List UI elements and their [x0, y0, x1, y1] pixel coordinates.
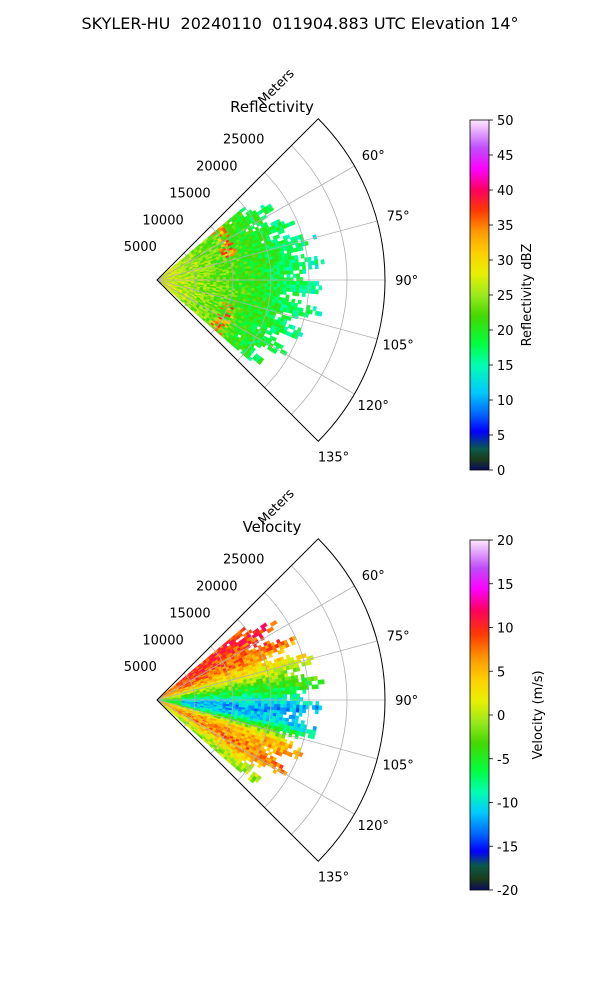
azimuth-spoke — [156, 699, 355, 815]
panel-reflectivity: 60° 75° 90° 105° 120° 135° 5000 10000 15000 20000… — [124, 66, 535, 479]
azimuth-spoke — [156, 699, 378, 760]
angular-tick-label: 120° — [358, 819, 389, 834]
radial-tick-label: 5000 — [124, 660, 157, 675]
data-field — [158, 203, 325, 365]
colorbar-label: Reflectivity dBZ — [520, 244, 535, 347]
radial-tick-label: 20000 — [196, 580, 237, 595]
radial-tick-label: 15000 — [169, 606, 210, 621]
colorbar-tick-label: 30 — [497, 254, 514, 269]
angular-tick-label: 60° — [362, 149, 385, 164]
colorbar-tick-label: -5 — [497, 753, 510, 768]
angular-tick-label: 75° — [387, 209, 410, 224]
radial-tick-label: 10000 — [142, 213, 183, 228]
colorbar-tick-label: 25 — [497, 289, 514, 304]
azimuth-spoke — [156, 640, 378, 701]
azimuth-spoke — [156, 220, 378, 281]
angular-tick-label: 75° — [387, 629, 410, 644]
angular-tick-label: 105° — [382, 339, 413, 354]
panel-title: Velocity — [243, 518, 302, 536]
colorbar-tick-label: 20 — [497, 534, 514, 549]
colorbar-tick-label: 5 — [497, 429, 505, 444]
radial-tick-label: 5000 — [124, 240, 157, 255]
colorbar-tick-label: 5 — [497, 665, 505, 680]
angular-tick-label: 90° — [395, 694, 418, 709]
radial-tick-label: 25000 — [223, 553, 264, 568]
colorbar-scale — [469, 119, 490, 471]
angular-tick-label: 60° — [362, 569, 385, 584]
angular-tick-label: 105° — [382, 759, 413, 774]
panel-velocity: 60° 75° 90° 105° 120° 135° 5000 10000 15000 20000… — [124, 486, 546, 899]
colorbar-tick-label: 10 — [497, 622, 514, 637]
angular-tick-label: 120° — [358, 399, 389, 414]
figure-title: SKYLER-HU 20240110 011904.883 UTC Elevat… — [81, 14, 519, 33]
colorbar-tick-label: -20 — [497, 884, 518, 899]
radial-tick-label: 10000 — [142, 633, 183, 648]
panel-title: Reflectivity — [230, 98, 314, 116]
colorbar-tick-label: -10 — [497, 797, 518, 812]
colorbar-tick-label: -15 — [497, 840, 518, 855]
sector-outline — [156, 118, 386, 442]
sector-outline — [156, 538, 386, 862]
colorbar-tick-label: 50 — [497, 114, 514, 129]
radial-tick-label: 25000 — [223, 133, 264, 148]
angular-tick-label: 135° — [318, 871, 349, 886]
colorbar-scale — [469, 539, 490, 891]
colorbar-tick-label: 20 — [497, 324, 514, 339]
azimuth-spoke — [156, 279, 355, 395]
azimuth-spoke — [156, 165, 355, 281]
angular-tick-label: 90° — [395, 274, 418, 289]
radial-tick-label: 15000 — [169, 186, 210, 201]
colorbar-tick-label: 35 — [497, 219, 514, 234]
colorbar-tick-label: 0 — [497, 709, 505, 724]
azimuth-spoke — [156, 585, 355, 701]
colorbar-tick-label: 0 — [497, 464, 505, 479]
radial-tick-label: 20000 — [196, 160, 237, 175]
colorbar-tick-label: 15 — [497, 578, 514, 593]
angular-tick-label: 135° — [318, 451, 349, 466]
colorbar-tick-label: 15 — [497, 359, 514, 374]
colorbar-tick-label: 40 — [497, 184, 514, 199]
colorbar-tick-label: 10 — [497, 394, 514, 409]
colorbar: -20 -15 -10 -5 0 5 10 15 20 Velocity (m/s) — [469, 534, 546, 899]
colorbar: 0 5 10 15 20 25 30 35 40 45 50 Reflectivity dBZ — [469, 114, 535, 479]
azimuth-spoke — [156, 279, 378, 340]
colorbar-tick-label: 45 — [497, 149, 514, 164]
colorbar-label: Velocity (m/s) — [531, 670, 546, 759]
